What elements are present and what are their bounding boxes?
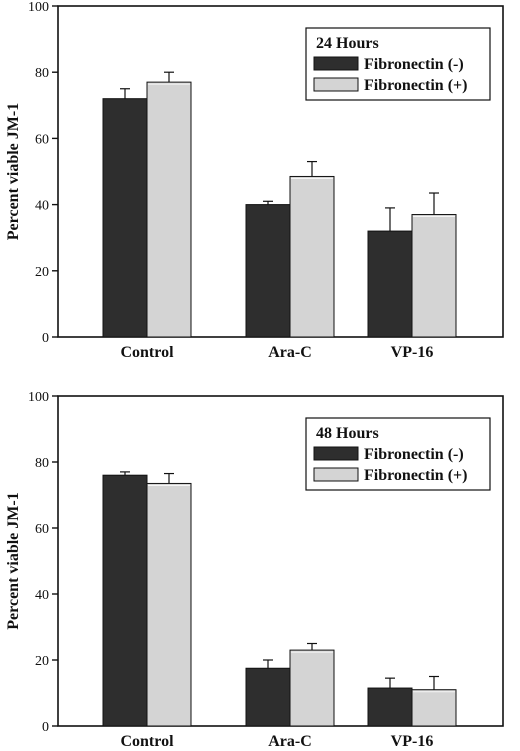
bar — [289, 175, 335, 338]
chart-panel-1: 0 20 40 60 80 100 Percent viable JM-1 Control Ar… — [5, 0, 504, 361]
legend-swatch — [313, 446, 359, 461]
legend-title: 48 Hours — [316, 425, 379, 442]
bar — [411, 689, 457, 727]
bar — [289, 649, 335, 727]
bar — [102, 474, 148, 727]
legend-title: 24 Hours — [316, 35, 379, 52]
x-category-label: Control — [120, 344, 174, 361]
bar — [102, 98, 148, 338]
y-tick-label: 0 — [42, 720, 49, 735]
y-tick-label: 80 — [35, 66, 49, 81]
legend-entry: Fibronectin (-) — [364, 446, 464, 463]
y-tick-label: 60 — [35, 522, 49, 537]
bar — [146, 81, 192, 338]
y-tick-label: 0 — [42, 331, 49, 346]
legend-swatch — [313, 77, 359, 92]
bar — [367, 687, 413, 727]
chart-panel-2: 0 20 40 60 80 100 Percent viable JM-1 Control Ar… — [5, 390, 504, 750]
y-tick-label: 20 — [35, 654, 49, 669]
legend-swatch — [313, 56, 359, 71]
bar — [245, 204, 291, 338]
y-axis-label: Percent viable JM-1 — [5, 103, 22, 240]
x-category-label: Ara-C — [268, 733, 312, 750]
legend: 24 Hours Fibronectin (-) Fibronectin (+) — [305, 27, 491, 101]
bar — [367, 230, 413, 338]
y-tick-label: 40 — [35, 199, 49, 214]
bar — [411, 214, 457, 338]
y-tick-label: 60 — [35, 132, 49, 147]
legend-entry: Fibronectin (+) — [364, 77, 467, 94]
x-category-label: VP-16 — [391, 733, 434, 750]
y-tick-label: 20 — [35, 265, 49, 280]
y-tick-label: 100 — [28, 0, 49, 15]
x-category-label: VP-16 — [391, 344, 434, 361]
y-tick-label: 40 — [35, 588, 49, 603]
legend: 48 Hours Fibronectin (-) Fibronectin (+) — [305, 417, 491, 491]
x-category-label: Ara-C — [268, 344, 312, 361]
y-tick-label: 80 — [35, 456, 49, 471]
bar — [245, 667, 291, 727]
legend-entry: Fibronectin (-) — [364, 56, 464, 73]
legend-entry: Fibronectin (+) — [364, 467, 467, 484]
bar — [146, 482, 192, 727]
y-tick-label: 100 — [28, 390, 49, 405]
legend-swatch — [313, 467, 359, 482]
x-category-label: Control — [120, 733, 174, 750]
y-axis-label: Percent viable JM-1 — [5, 492, 22, 629]
